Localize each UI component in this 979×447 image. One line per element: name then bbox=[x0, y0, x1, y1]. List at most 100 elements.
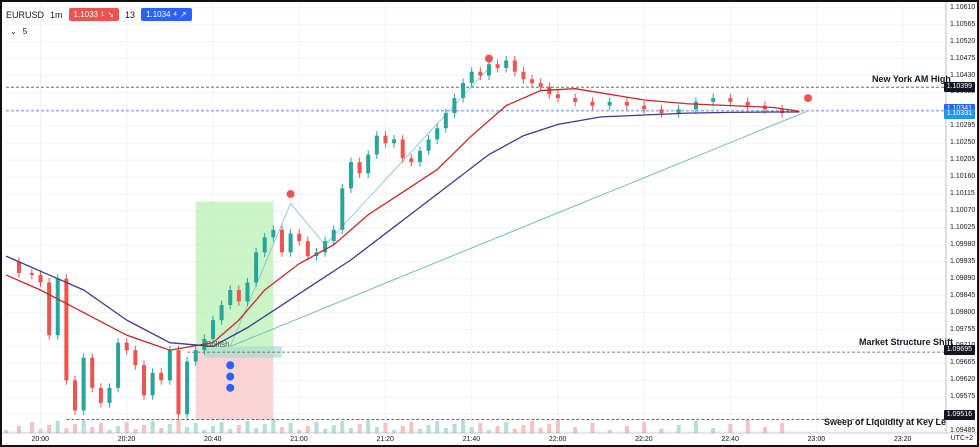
candle-body bbox=[555, 94, 560, 99]
volume-bar bbox=[426, 425, 431, 433]
volume-bar bbox=[607, 430, 612, 433]
candle-body bbox=[16, 261, 21, 274]
candle-body bbox=[512, 60, 517, 72]
candle-body bbox=[728, 98, 733, 102]
candle-body bbox=[495, 64, 500, 68]
candle-body bbox=[236, 290, 241, 302]
time-tick-label: 20:00 bbox=[31, 436, 50, 443]
long-target-zone bbox=[195, 201, 274, 353]
volume-bar bbox=[780, 423, 785, 433]
candle-body bbox=[150, 372, 155, 396]
time-tick-label: 20:40 bbox=[203, 436, 222, 443]
buy-marker bbox=[226, 361, 235, 370]
volume-bar bbox=[279, 427, 284, 433]
time-tick-label: 23:00 bbox=[807, 436, 826, 443]
price-tick-label: 1.09845 bbox=[950, 291, 976, 299]
candle-body bbox=[254, 252, 259, 283]
candle-body bbox=[98, 387, 103, 403]
candle-body bbox=[486, 64, 491, 76]
candle-body bbox=[435, 128, 440, 140]
candle-body bbox=[167, 350, 172, 381]
volume-bar bbox=[530, 421, 535, 433]
volume-bar bbox=[443, 428, 448, 433]
volume-bar bbox=[512, 429, 517, 433]
volume-bar bbox=[521, 425, 526, 433]
time-tick-label: 22:40 bbox=[721, 436, 739, 443]
volume-bar bbox=[4, 430, 8, 433]
volume-bar bbox=[469, 427, 474, 433]
volume-bar bbox=[435, 421, 440, 433]
signal-marker bbox=[286, 190, 295, 199]
signal-marker bbox=[484, 54, 493, 63]
interval-label[interactable]: 1m bbox=[50, 9, 63, 20]
volume-bar bbox=[745, 420, 750, 433]
candle-body bbox=[107, 387, 112, 403]
volume-bar bbox=[573, 427, 578, 433]
candle-body bbox=[357, 162, 362, 174]
price-tick-label: 1.10160 bbox=[950, 173, 976, 181]
candle-body bbox=[590, 101, 595, 106]
candle-body bbox=[624, 101, 629, 106]
price-tick-label: 1.09485 bbox=[950, 427, 976, 435]
volume-bar bbox=[159, 428, 164, 433]
candle-body bbox=[400, 139, 405, 159]
buy-button[interactable]: 1.1034 4 ↗ bbox=[141, 8, 192, 21]
volume-bar bbox=[728, 424, 733, 433]
volume-bar bbox=[297, 430, 302, 433]
candle-body bbox=[90, 357, 95, 388]
price-tick-label: 1.10565 bbox=[950, 20, 976, 28]
time-tick-label: 21:40 bbox=[462, 436, 481, 443]
symbol-name[interactable]: EURUSD bbox=[6, 9, 45, 20]
candle-body bbox=[323, 241, 328, 253]
volume-bar bbox=[383, 423, 388, 433]
candle-body bbox=[262, 237, 267, 253]
candle-body bbox=[659, 109, 664, 114]
price-tick-label: 1.09620 bbox=[950, 376, 976, 384]
candle-body bbox=[38, 274, 43, 283]
volume-bar bbox=[461, 420, 466, 433]
candle-body bbox=[676, 109, 681, 114]
candle-body bbox=[426, 139, 431, 151]
volume-bar bbox=[167, 424, 172, 433]
volume-bar bbox=[547, 424, 552, 433]
ema_slow-line bbox=[5, 111, 800, 348]
volume-bar bbox=[271, 420, 276, 433]
candle-body bbox=[461, 83, 466, 99]
volume-bar bbox=[47, 425, 52, 433]
time-tick-label: 22:20 bbox=[635, 436, 653, 443]
volume-bar bbox=[331, 425, 336, 433]
candle-body bbox=[504, 60, 509, 68]
volume-bar bbox=[245, 421, 250, 433]
candle-body bbox=[245, 282, 250, 302]
sell-price: 1.1033 bbox=[73, 10, 98, 19]
indicator-toggle[interactable]: ⌄ 5 bbox=[10, 27, 27, 36]
price-tick-label: 1.10295 bbox=[950, 122, 976, 130]
price-tick-label: 1.10115 bbox=[950, 190, 975, 198]
volume-bar bbox=[193, 423, 198, 433]
candle-body bbox=[55, 278, 60, 336]
volume-bar bbox=[262, 424, 267, 433]
signal-marker bbox=[804, 94, 813, 103]
sweep-label: Sweep of Liquidity at Key Le bbox=[824, 417, 947, 427]
volume-bar bbox=[590, 423, 595, 433]
ema_fast-line bbox=[5, 88, 800, 351]
sell-button[interactable]: 1.1033 1 ↘ bbox=[68, 8, 120, 21]
candle-body bbox=[271, 229, 276, 238]
volume-bar bbox=[90, 427, 95, 433]
candle-body bbox=[72, 380, 77, 411]
candle-body bbox=[297, 233, 302, 242]
volume-bar bbox=[107, 430, 112, 433]
price-tick-label: 1.10070 bbox=[950, 206, 976, 214]
volume-bar bbox=[64, 428, 69, 433]
volume-bar bbox=[374, 427, 379, 433]
candle-body bbox=[409, 158, 414, 163]
sell-price-superscript: 1 bbox=[101, 11, 105, 18]
ny-high-label: New York AM High bbox=[872, 74, 951, 84]
timezone-label[interactable]: UTC+2 bbox=[950, 435, 973, 442]
volume-bar bbox=[478, 423, 483, 433]
trend-up-icon: ↗ bbox=[179, 10, 187, 19]
mss-label: Market Structure Shift bbox=[859, 337, 954, 347]
volume-bar bbox=[81, 420, 86, 433]
